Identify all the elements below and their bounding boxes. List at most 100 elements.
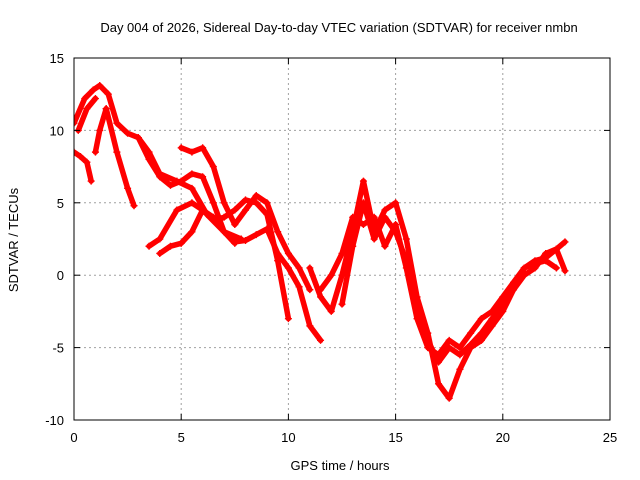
data-point <box>166 181 174 189</box>
data-point <box>81 95 89 103</box>
data-point <box>531 264 539 272</box>
y-tick-label: 10 <box>50 123 64 138</box>
data-point <box>510 286 518 294</box>
data-point <box>338 271 346 279</box>
data-point <box>231 206 239 214</box>
data-point <box>477 336 485 344</box>
data-point <box>209 199 217 207</box>
data-point <box>499 300 507 308</box>
data-point <box>561 238 569 246</box>
data-point <box>173 206 181 214</box>
series-trace-l <box>339 200 568 365</box>
x-tick-label: 10 <box>281 430 295 445</box>
data-point <box>263 199 271 207</box>
data-point <box>456 365 464 373</box>
data-point <box>467 329 475 337</box>
data-point <box>370 235 378 243</box>
x-tick-label: 25 <box>603 430 617 445</box>
series-trace-g <box>157 207 324 344</box>
data-point <box>188 170 196 178</box>
data-point <box>130 202 138 210</box>
data-point <box>381 242 389 250</box>
data-point <box>87 177 95 185</box>
data-point <box>338 249 346 257</box>
data-point <box>156 249 164 257</box>
data-point <box>91 148 99 156</box>
data-point <box>199 173 207 181</box>
data-point <box>456 344 464 352</box>
data-point <box>74 119 78 127</box>
data-point <box>370 213 378 221</box>
data-point <box>177 144 185 152</box>
data-point <box>220 228 228 236</box>
data-point <box>284 264 292 272</box>
x-tick-label: 20 <box>496 430 510 445</box>
y-tick-label: -5 <box>52 341 64 356</box>
data-point <box>349 213 357 221</box>
data-point <box>552 264 560 272</box>
x-tick-label: 0 <box>70 430 77 445</box>
x-tick-label: 15 <box>388 430 402 445</box>
y-tick-label: 5 <box>57 196 64 211</box>
data-point <box>520 264 528 272</box>
data-point <box>102 105 110 113</box>
data-point <box>263 225 271 233</box>
data-layer <box>74 82 569 402</box>
data-point <box>83 158 91 166</box>
data-point <box>220 199 228 207</box>
data-point <box>467 341 475 349</box>
y-tick-label: -10 <box>45 413 64 428</box>
data-point <box>488 315 496 323</box>
series-group <box>74 82 569 402</box>
x-tick-label: 5 <box>178 430 185 445</box>
data-point <box>424 336 432 344</box>
data-point <box>124 184 132 192</box>
data-point <box>520 271 528 279</box>
data-point <box>188 148 196 156</box>
data-point <box>542 249 550 257</box>
data-point <box>209 213 217 221</box>
data-point <box>477 315 485 323</box>
data-point <box>177 239 185 247</box>
series-trace-b <box>74 149 94 184</box>
data-point <box>295 264 303 272</box>
data-point <box>434 358 442 366</box>
data-point <box>327 271 335 279</box>
series-trace-i <box>135 134 238 247</box>
data-point <box>306 322 314 330</box>
series-trace-j <box>307 178 568 402</box>
data-point <box>188 184 196 192</box>
data-point <box>445 394 453 402</box>
data-point <box>317 286 325 294</box>
data-point <box>402 235 410 243</box>
data-point <box>145 242 153 250</box>
series-trace-c <box>103 105 137 209</box>
data-point <box>317 336 325 344</box>
data-point <box>188 199 196 207</box>
data-point <box>252 192 260 200</box>
data-point <box>306 286 314 294</box>
data-point <box>145 155 153 163</box>
data-point <box>83 105 91 113</box>
data-point <box>552 245 560 253</box>
data-point <box>274 228 282 236</box>
y-axis-label: SDTVAR / TECUs <box>6 187 21 292</box>
data-point <box>295 283 303 291</box>
data-point <box>104 90 112 98</box>
data-point <box>284 249 292 257</box>
data-point <box>231 221 239 229</box>
chart-title: Day 004 of 2026, Sidereal Day-to-day VTE… <box>100 20 577 35</box>
data-point <box>402 257 410 265</box>
grid-lines <box>74 58 610 420</box>
data-point <box>306 264 314 272</box>
data-point <box>199 144 207 152</box>
data-point <box>561 267 569 275</box>
data-point <box>317 293 325 301</box>
data-point <box>113 119 121 127</box>
data-point <box>381 206 389 214</box>
data-point <box>231 239 239 247</box>
data-point <box>445 336 453 344</box>
data-point <box>74 148 78 156</box>
data-point <box>359 199 367 207</box>
